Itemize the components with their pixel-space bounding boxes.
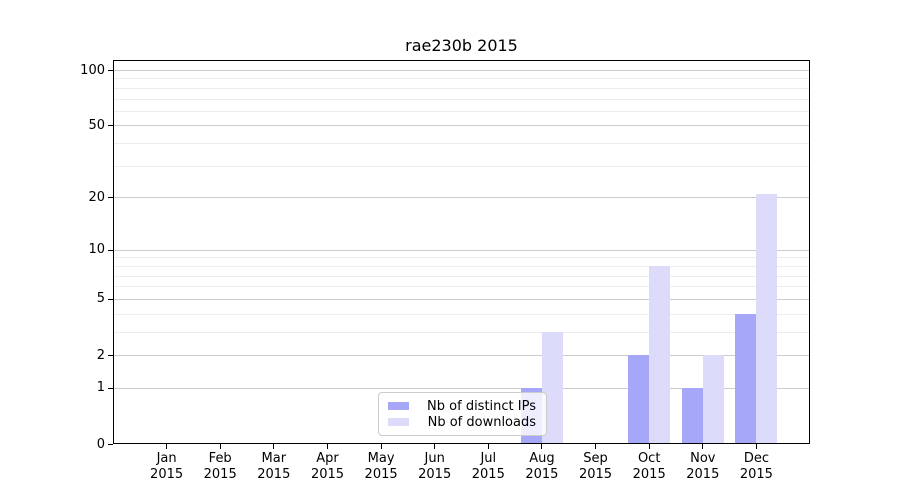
x-label-year: 2015 xyxy=(418,467,452,482)
y-axis-tick xyxy=(108,70,113,71)
minor-gridline xyxy=(114,331,809,333)
major-gridline xyxy=(114,298,809,300)
x-axis-tick xyxy=(219,444,221,449)
x-label-month: Nov xyxy=(690,451,716,466)
x-label-year: 2015 xyxy=(632,467,666,482)
x-label-year: 2015 xyxy=(525,467,559,482)
legend-swatch-downloads xyxy=(388,418,409,426)
x-axis-tick-label: Dec 2015 xyxy=(726,451,786,483)
x-label-year: 2015 xyxy=(257,467,291,482)
x-label-year: 2015 xyxy=(203,467,237,482)
minor-gridline xyxy=(114,143,809,145)
legend-label-distinct-ips: Nb of distinct IPs xyxy=(427,398,536,414)
x-axis-tick xyxy=(702,444,704,449)
x-label-month: Feb xyxy=(208,451,232,466)
chart-title: rae230b 2015 xyxy=(405,36,518,55)
y-axis-tick xyxy=(108,387,113,389)
y-axis-tick-label: 0 xyxy=(96,436,105,452)
minor-gridline xyxy=(114,110,809,112)
x-axis-tick-label: Mar 2015 xyxy=(244,451,304,483)
x-label-month: Apr xyxy=(316,451,339,466)
x-axis-tick-label: Apr 2015 xyxy=(298,451,358,483)
x-axis-tick xyxy=(166,444,168,449)
x-axis-tick xyxy=(595,444,596,449)
x-axis-tick xyxy=(487,444,489,449)
x-axis-tick-label: Jul 2015 xyxy=(458,451,518,483)
minor-gridline xyxy=(114,87,809,89)
x-label-month: Dec xyxy=(743,451,769,466)
y-axis-tick-label: 100 xyxy=(80,62,105,78)
y-axis-tick xyxy=(108,197,113,199)
y-axis-tick-label: 1 xyxy=(96,380,105,396)
legend-item-downloads: Nb of downloads xyxy=(388,415,536,430)
x-axis-tick-label: Jun 2015 xyxy=(405,451,465,483)
legend: Nb of distinct IPs Nb of downloads xyxy=(378,392,547,436)
x-axis-tick xyxy=(541,444,543,449)
x-axis-tick-label: Nov 2015 xyxy=(673,451,733,483)
y-axis-tick-label: 50 xyxy=(88,117,105,133)
minor-gridline xyxy=(114,313,809,315)
legend-swatch-distinct-ips xyxy=(388,402,409,410)
x-label-month: Mar xyxy=(261,451,287,466)
major-gridline xyxy=(114,70,809,71)
x-axis-tick-label: Jan 2015 xyxy=(137,451,197,483)
x-label-month: May xyxy=(367,451,395,466)
x-axis-tick xyxy=(273,444,275,449)
minor-gridline xyxy=(114,286,809,288)
bar-downloads-oct xyxy=(649,265,671,443)
x-axis-tick-label: Aug 2015 xyxy=(512,451,572,483)
x-label-year: 2015 xyxy=(364,467,398,482)
x-axis-tick xyxy=(648,444,650,449)
y-axis-tick xyxy=(108,125,113,127)
minor-gridline xyxy=(114,78,809,80)
y-axis-tick xyxy=(108,249,113,251)
x-axis-tick xyxy=(755,444,757,449)
x-label-month: Jul xyxy=(480,451,497,466)
y-axis-tick-label: 2 xyxy=(96,347,105,363)
x-label-month: Sep xyxy=(583,451,608,466)
x-label-year: 2015 xyxy=(471,467,505,482)
x-axis-tick-label: Feb 2015 xyxy=(190,451,250,483)
y-axis-tick xyxy=(108,355,113,356)
minor-gridline xyxy=(114,165,809,167)
y-axis-tick-label: 20 xyxy=(88,189,105,205)
x-label-year: 2015 xyxy=(739,467,773,482)
x-axis-tick xyxy=(327,444,328,449)
x-label-month: Oct xyxy=(637,451,661,466)
minor-gridline xyxy=(114,257,809,259)
x-label-year: 2015 xyxy=(578,467,613,482)
x-axis-tick-label: Oct 2015 xyxy=(619,451,679,483)
bar-downloads-aug xyxy=(541,331,563,443)
x-label-month: Jun xyxy=(424,451,445,466)
bar-downloads-nov xyxy=(702,355,724,443)
x-label-year: 2015 xyxy=(150,467,184,482)
legend-item-distinct-ips: Nb of distinct IPs xyxy=(388,399,536,414)
x-label-month: Jan xyxy=(156,451,177,466)
x-label-year: 2015 xyxy=(686,467,720,482)
x-label-year: 2015 xyxy=(310,467,345,482)
y-axis-tick xyxy=(108,298,113,300)
bar-distinct-ips-oct xyxy=(628,355,650,443)
major-gridline xyxy=(114,197,809,199)
minor-gridline xyxy=(114,98,809,100)
bar-distinct-ips-nov xyxy=(681,387,703,443)
minor-gridline xyxy=(114,265,809,267)
x-label-month: Aug xyxy=(529,451,555,466)
x-axis-tick-label: May 2015 xyxy=(351,451,411,483)
major-gridline xyxy=(114,387,809,389)
major-gridline xyxy=(114,249,809,251)
x-axis-tick xyxy=(434,444,436,449)
bar-distinct-ips-dec xyxy=(735,313,757,443)
legend-label-downloads: Nb of downloads xyxy=(427,414,536,430)
y-axis-tick-label: 10 xyxy=(88,242,105,258)
major-gridline xyxy=(114,125,809,127)
bar-downloads-dec xyxy=(756,193,778,443)
x-axis-tick-label: Sep 2015 xyxy=(566,451,626,483)
y-axis-tick-label: 5 xyxy=(96,291,105,307)
x-axis-tick xyxy=(380,444,382,449)
minor-gridline xyxy=(114,275,809,277)
major-gridline xyxy=(114,355,809,356)
y-axis-tick xyxy=(108,444,113,445)
